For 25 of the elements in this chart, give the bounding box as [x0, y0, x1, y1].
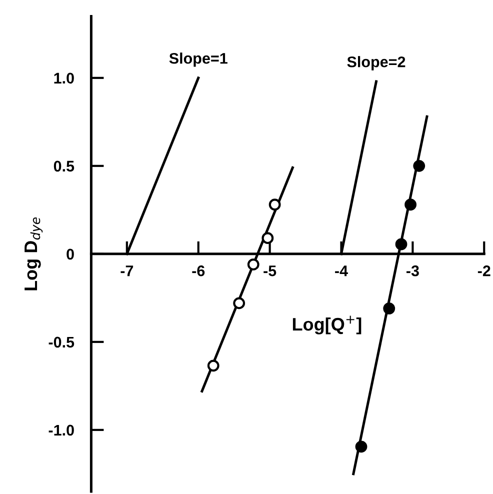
x-tick-label: -3 [406, 265, 419, 276]
point [355, 440, 368, 453]
annotation: Slope=1 [169, 52, 228, 67]
point [247, 258, 260, 270]
y-axis-title: Log D$_{dye}$ [24, 217, 43, 290]
y-tick-label: 0 [66, 248, 74, 260]
point [233, 297, 246, 310]
point [262, 232, 274, 244]
y-tick-label: -1.0 [48, 424, 74, 436]
x-tick-label: -4 [335, 266, 348, 276]
x-tick-label: -7 [120, 266, 134, 276]
x-tick-label: -5 [264, 266, 276, 276]
point [404, 198, 416, 211]
x-axis-title: Log[Q$^{+}$] [292, 316, 362, 334]
y-tick-label: 1.0 [54, 72, 74, 84]
x-tick-label: -6 [192, 265, 205, 276]
y-tick-label: 0.5 [54, 160, 74, 172]
point [207, 360, 220, 372]
point [395, 238, 408, 250]
x-tick-label: -2 [478, 265, 490, 276]
point [268, 198, 281, 211]
point [383, 302, 396, 314]
y-tick-label: -0.5 [48, 336, 74, 348]
annotation: Slope=2 [347, 56, 406, 70]
point [413, 160, 426, 172]
